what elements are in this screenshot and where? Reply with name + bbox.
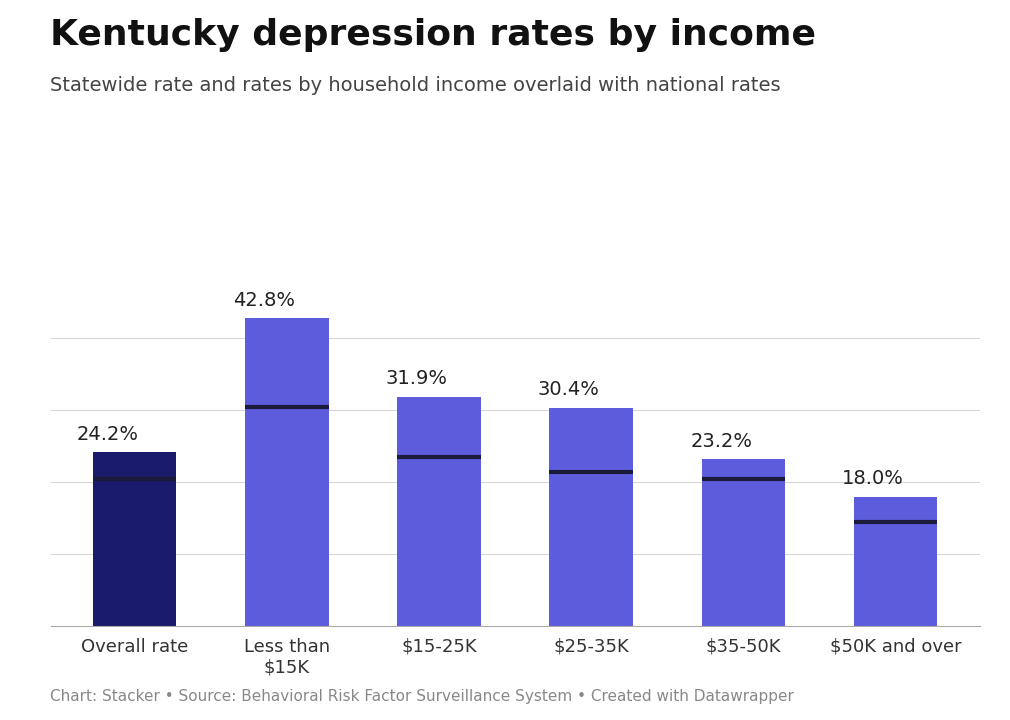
Text: Kentucky depression rates by income: Kentucky depression rates by income xyxy=(50,18,816,52)
Text: 18.0%: 18.0% xyxy=(842,469,904,488)
Text: 23.2%: 23.2% xyxy=(690,432,752,451)
Text: Statewide rate and rates by household income overlaid with national rates: Statewide rate and rates by household in… xyxy=(50,76,781,94)
Bar xyxy=(549,408,633,626)
Text: 24.2%: 24.2% xyxy=(77,425,138,444)
Bar xyxy=(397,397,481,626)
Text: 30.4%: 30.4% xyxy=(538,380,600,399)
Bar xyxy=(702,459,785,626)
Text: 42.8%: 42.8% xyxy=(233,291,296,310)
Bar xyxy=(93,452,177,626)
Bar xyxy=(245,318,328,626)
Text: Chart: Stacker • Source: Behavioral Risk Factor Surveillance System • Created wi: Chart: Stacker • Source: Behavioral Risk… xyxy=(50,689,795,704)
Text: 31.9%: 31.9% xyxy=(386,369,447,388)
Bar xyxy=(853,497,937,626)
